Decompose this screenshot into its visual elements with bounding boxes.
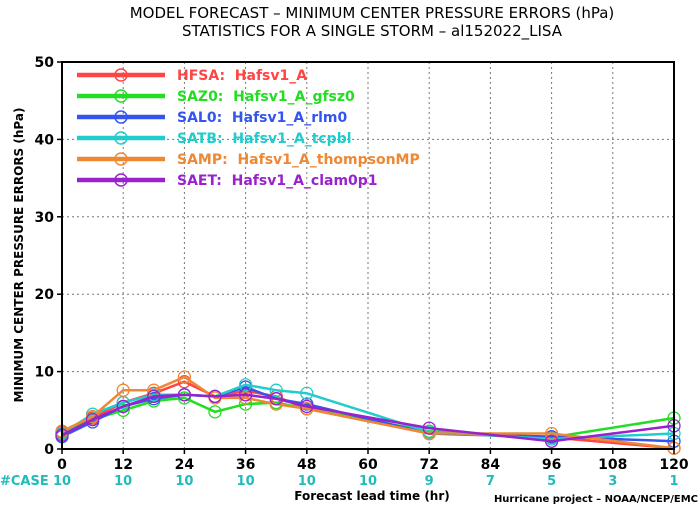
case-count: 10 bbox=[359, 474, 377, 489]
x-tick-label: 108 bbox=[598, 457, 627, 473]
data-point bbox=[544, 434, 559, 448]
case-count: 1 bbox=[669, 474, 678, 489]
data-point bbox=[422, 421, 436, 435]
data-point bbox=[147, 389, 161, 404]
series-layer bbox=[55, 370, 681, 455]
legend-marker bbox=[114, 131, 128, 145]
data-point bbox=[269, 392, 283, 406]
data-point bbox=[238, 391, 253, 405]
legend-marker bbox=[114, 89, 128, 103]
data-point bbox=[300, 386, 314, 400]
case-label: #CASE bbox=[0, 474, 49, 489]
data-point bbox=[544, 426, 559, 441]
y-tick-label: 0 bbox=[44, 442, 54, 458]
legend-label: SAMP: Hafsv1_A_thompsonMP bbox=[177, 152, 420, 168]
case-count: 7 bbox=[486, 474, 495, 489]
data-point bbox=[269, 383, 283, 397]
y-tick-label: 20 bbox=[35, 287, 55, 303]
x-tick-label: 72 bbox=[419, 457, 438, 473]
data-point bbox=[116, 399, 130, 414]
chart-title: MODEL FORECAST – MINIMUM CENTER PRESSURE… bbox=[130, 4, 615, 22]
x-axis-title: Forecast lead time (hr) bbox=[294, 489, 450, 503]
legend-label: HFSA: Hafsv1_A bbox=[177, 68, 307, 84]
legend-marker bbox=[114, 173, 128, 187]
case-count: 10 bbox=[175, 474, 193, 489]
data-point bbox=[116, 383, 130, 397]
case-count: 10 bbox=[237, 474, 255, 489]
data-point bbox=[177, 370, 192, 384]
x-tick-label: 120 bbox=[659, 457, 688, 473]
data-point bbox=[85, 412, 100, 427]
legend-label: SAET: Hafsv1_A_clam0p1 bbox=[177, 173, 378, 189]
legend-label: SATB: Hafsv1_A_tcpbl bbox=[177, 131, 352, 147]
x-tick-label: 48 bbox=[297, 457, 316, 473]
y-tick-label: 50 bbox=[35, 55, 55, 71]
data-point bbox=[238, 378, 253, 392]
series-line bbox=[61, 375, 675, 450]
case-count: 10 bbox=[53, 474, 71, 489]
data-point bbox=[238, 388, 253, 402]
series-group bbox=[55, 388, 681, 448]
y-axis-title: MINIMUM CENTER PRESSURE ERRORS (hPa) bbox=[12, 108, 26, 403]
case-counts: #CASE 10 10 10 10 10 10 9 7 5 3 1 bbox=[0, 474, 679, 489]
data-point bbox=[300, 399, 314, 414]
x-tick-label: 0 bbox=[57, 457, 67, 473]
y-tick-label: 10 bbox=[35, 365, 55, 381]
data-point bbox=[208, 405, 222, 419]
y-tick-label: 40 bbox=[35, 132, 55, 148]
y-tick-label: 30 bbox=[35, 210, 55, 226]
x-tick-label: 36 bbox=[236, 457, 255, 473]
legend-marker bbox=[114, 110, 128, 124]
legend-label: SAZ0: Hafsv1_A_gfsz0 bbox=[177, 89, 355, 105]
case-count: 10 bbox=[298, 474, 316, 489]
data-point bbox=[208, 389, 222, 404]
x-tick-label: 12 bbox=[113, 457, 132, 473]
legend-label: SAL0: Hafsv1_A_rlm0 bbox=[177, 110, 348, 126]
tick-labels: 0 12 24 36 48 60 72 84 96 108 120 0 10 20 30 40 50 bbox=[35, 55, 689, 473]
x-tick-label: 60 bbox=[358, 457, 378, 473]
data-point bbox=[177, 391, 192, 405]
legend-marker bbox=[114, 152, 128, 166]
x-tick-label: 96 bbox=[542, 457, 561, 473]
credit-text: Hurricane project – NOAA/NCEP/EMC bbox=[494, 494, 698, 505]
legend-marker bbox=[114, 68, 128, 82]
case-count: 10 bbox=[114, 474, 132, 489]
data-point bbox=[177, 388, 192, 402]
x-tick-label: 84 bbox=[481, 457, 501, 473]
case-count: 5 bbox=[547, 474, 556, 489]
case-count: 9 bbox=[425, 474, 434, 489]
x-tick-label: 24 bbox=[175, 457, 195, 473]
chart-subtitle: STATISTICS FOR A SINGLE STORM – al152022… bbox=[182, 22, 563, 41]
legend: HFSA: Hafsv1_A SAZ0: Hafsv1_A_gfsz0 SAL0: … bbox=[77, 68, 420, 189]
case-count: 3 bbox=[608, 474, 617, 489]
